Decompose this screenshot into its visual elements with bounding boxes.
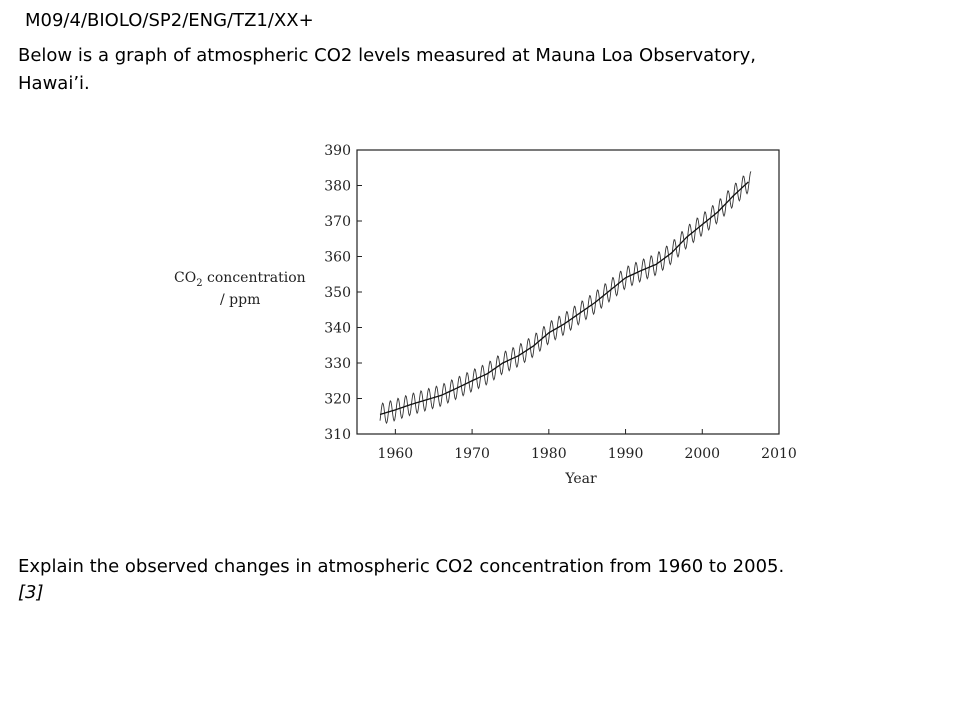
y-axis-label-rest: concentration [203, 270, 306, 286]
intro-line-2: Hawai’i. [18, 73, 90, 94]
y-tick-label: 350 [324, 285, 351, 301]
question-marks: [3] [18, 582, 44, 603]
chart-ticks: 310 320 330 340 350 360 370 380 390 1960 1970 1980 1… [324, 143, 797, 462]
question-text: Explain the observed changes in atmosphe… [18, 556, 785, 577]
x-axis-label: Year [564, 471, 597, 487]
y-axis-unit: / ppm [220, 292, 260, 308]
plot-frame [356, 149, 780, 435]
intro-text: Below is a graph of atmospheric CO2 leve… [18, 42, 918, 98]
y-tick-label: 330 [324, 356, 351, 372]
trend-line [379, 181, 749, 416]
y-axis-label-main: CO [174, 270, 196, 286]
x-tick-label: 1980 [531, 446, 567, 462]
chart-axes [356, 149, 780, 435]
y-tick-label: 380 [324, 179, 351, 195]
y-tick-label: 360 [324, 250, 351, 266]
y-axis-label-subscript: 2 [196, 278, 202, 289]
seasonal-line [379, 171, 752, 425]
y-tick-label: 370 [324, 214, 351, 230]
y-tick-label: 320 [324, 392, 351, 408]
document-code: M09/4/BIOLO/SP2/ENG/TZ1/XX+ [25, 10, 314, 31]
x-tick-label: 1990 [608, 446, 644, 462]
y-tick-label: 340 [324, 321, 351, 337]
x-tick-label: 1960 [378, 446, 414, 462]
x-tick-label: 1970 [454, 446, 490, 462]
x-tick-label: 2010 [761, 446, 797, 462]
y-axis-label: CO2 concentration [174, 270, 306, 289]
y-tick-label: 310 [324, 427, 351, 443]
x-tick-label: 2000 [684, 446, 720, 462]
intro-line-1: Below is a graph of atmospheric CO2 leve… [18, 45, 757, 66]
chart-series [379, 171, 752, 425]
y-tick-label: 390 [324, 143, 351, 159]
